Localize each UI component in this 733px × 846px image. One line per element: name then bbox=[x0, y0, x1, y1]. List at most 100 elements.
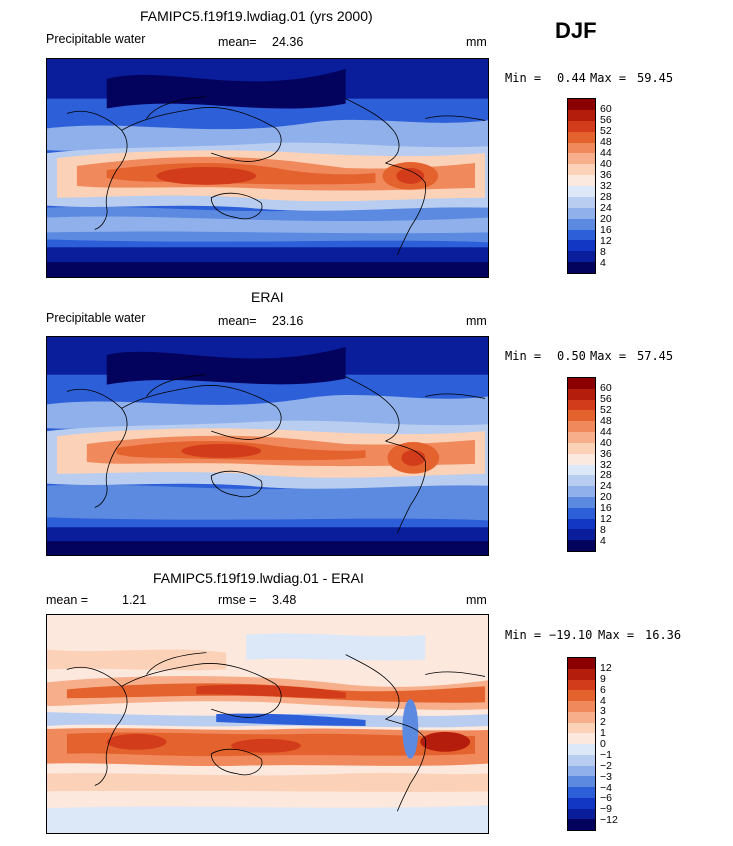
panel1-mean-label: mean= bbox=[218, 35, 257, 49]
colorbar-swatch bbox=[568, 475, 595, 487]
panel2-variable-label: Precipitable water bbox=[46, 311, 146, 325]
panel2-units: mm bbox=[466, 314, 487, 328]
colorbar-tick-label: 16 bbox=[600, 224, 612, 236]
colorbar-tick-label: −9 bbox=[600, 803, 612, 816]
colorbar-swatch bbox=[568, 388, 595, 400]
panel2-map bbox=[46, 336, 489, 556]
colorbar-swatch bbox=[568, 668, 595, 680]
panel2-title: ERAI bbox=[251, 289, 284, 305]
colorbar-tick-label: 40 bbox=[600, 158, 612, 170]
colorbar-swatch bbox=[568, 507, 595, 519]
colorbar-tick-label: −1 bbox=[600, 748, 612, 761]
colorbar-swatch bbox=[568, 421, 595, 433]
colorbar-tick-label: 8 bbox=[600, 246, 606, 258]
colorbar-swatch bbox=[568, 819, 595, 830]
colorbar-tick-label: 36 bbox=[600, 169, 612, 181]
colorbar-swatch bbox=[568, 797, 595, 809]
colorbar-swatch bbox=[568, 99, 595, 110]
panel2-mean-label: mean= bbox=[218, 314, 257, 328]
colorbar-tick-label: 4 bbox=[600, 257, 606, 269]
colorbar-tick-label: 9 bbox=[600, 672, 606, 685]
colorbar-swatch bbox=[568, 679, 595, 691]
panel3-max-label: Max = bbox=[598, 628, 635, 642]
colorbar-swatch bbox=[568, 518, 595, 530]
colorbar-tick-label: 4 bbox=[600, 535, 606, 548]
colorbar-swatch bbox=[568, 765, 595, 777]
colorbar-tick-label: 32 bbox=[600, 458, 612, 471]
colorbar-swatch bbox=[568, 711, 595, 723]
panel2-mean-value: 23.16 bbox=[272, 314, 304, 328]
colorbar-swatch bbox=[568, 733, 595, 744]
colorbar-tick-label: 20 bbox=[600, 213, 612, 225]
colorbar-swatch bbox=[568, 787, 595, 798]
colorbar-tick-label: 60 bbox=[600, 103, 612, 115]
colorbar-swatch bbox=[568, 744, 595, 755]
colorbar-swatch bbox=[568, 776, 595, 787]
colorbar-tick-label: 20 bbox=[600, 491, 612, 504]
panel2-min-value: 0.50 bbox=[557, 349, 586, 363]
colorbar-tick-label: 12 bbox=[600, 513, 612, 526]
panel1-colorbar bbox=[567, 98, 596, 274]
colorbar-swatch bbox=[568, 207, 595, 219]
panel3-colorbar bbox=[567, 657, 596, 831]
panel3-max-value: 16.36 bbox=[645, 628, 682, 642]
panel3-min-value: −19.10 bbox=[549, 628, 593, 642]
colorbar-tick-label: 40 bbox=[600, 436, 612, 449]
colorbar-tick-label: 48 bbox=[600, 414, 612, 427]
colorbar-tick-label: 36 bbox=[600, 447, 612, 460]
colorbar-tick-label: −12 bbox=[600, 814, 618, 827]
colorbar-swatch bbox=[568, 186, 595, 197]
colorbar-tick-label: 24 bbox=[600, 480, 612, 493]
panel1-map bbox=[46, 58, 489, 278]
colorbar-tick-label: 1 bbox=[600, 727, 606, 740]
colorbar-swatch bbox=[568, 153, 595, 165]
colorbar-tick-label: 6 bbox=[600, 683, 606, 696]
colorbar-tick-label: 3 bbox=[600, 705, 606, 718]
colorbar-swatch bbox=[568, 240, 595, 252]
panel1-max-label: Max = bbox=[590, 71, 627, 85]
colorbar-tick-label: 60 bbox=[600, 381, 612, 394]
panel3-units: mm bbox=[466, 593, 487, 607]
colorbar-tick-label: 28 bbox=[600, 191, 612, 203]
colorbar-swatch bbox=[568, 754, 595, 766]
colorbar-tick-label: −2 bbox=[600, 759, 612, 772]
panel1-max-value: 59.45 bbox=[637, 71, 674, 85]
colorbar-tick-label: 28 bbox=[600, 469, 612, 482]
colorbar-tick-label: 44 bbox=[600, 425, 612, 438]
colorbar-swatch bbox=[568, 120, 595, 132]
colorbar-swatch bbox=[568, 432, 595, 443]
panel3-mean-value: 1.21 bbox=[122, 593, 147, 607]
colorbar-swatch bbox=[568, 540, 595, 551]
colorbar-tick-label: −3 bbox=[600, 770, 612, 783]
colorbar-swatch bbox=[568, 131, 595, 143]
panel2-colorbar bbox=[567, 377, 596, 552]
colorbar-tick-label: 0 bbox=[600, 738, 606, 750]
colorbar-swatch bbox=[568, 442, 595, 454]
colorbar-tick-label: 12 bbox=[600, 235, 612, 247]
panel2-min-label: Min = bbox=[505, 349, 542, 363]
panel3-map bbox=[46, 614, 489, 834]
colorbar-tick-label: 32 bbox=[600, 180, 612, 192]
colorbar-swatch bbox=[568, 453, 595, 465]
colorbar-swatch bbox=[568, 262, 595, 273]
colorbar-swatch bbox=[568, 142, 595, 154]
colorbar-tick-label: 4 bbox=[600, 694, 606, 707]
panel3-mean-label: mean = bbox=[46, 593, 89, 607]
colorbar-tick-label: −6 bbox=[600, 792, 612, 805]
colorbar-swatch bbox=[568, 529, 595, 541]
colorbar-swatch bbox=[568, 218, 595, 230]
panel1-min-label: Min = bbox=[505, 71, 542, 85]
colorbar-tick-label: 24 bbox=[600, 202, 612, 214]
colorbar-tick-label: 2 bbox=[600, 716, 606, 729]
panel3-rmse-label: rmse = bbox=[218, 593, 257, 607]
panel3-min-label: Min = bbox=[505, 628, 542, 642]
colorbar-swatch bbox=[568, 701, 595, 712]
colorbar-swatch bbox=[568, 378, 595, 389]
colorbar-tick-label: 52 bbox=[600, 125, 612, 137]
colorbar-tick-label: 56 bbox=[600, 392, 612, 405]
colorbar-tick-label: 56 bbox=[600, 114, 612, 126]
panel1-min-value: 0.44 bbox=[557, 71, 586, 85]
panel1-variable-label: Precipitable water bbox=[46, 32, 146, 46]
colorbar-swatch bbox=[568, 808, 595, 820]
colorbar-swatch bbox=[568, 109, 595, 121]
